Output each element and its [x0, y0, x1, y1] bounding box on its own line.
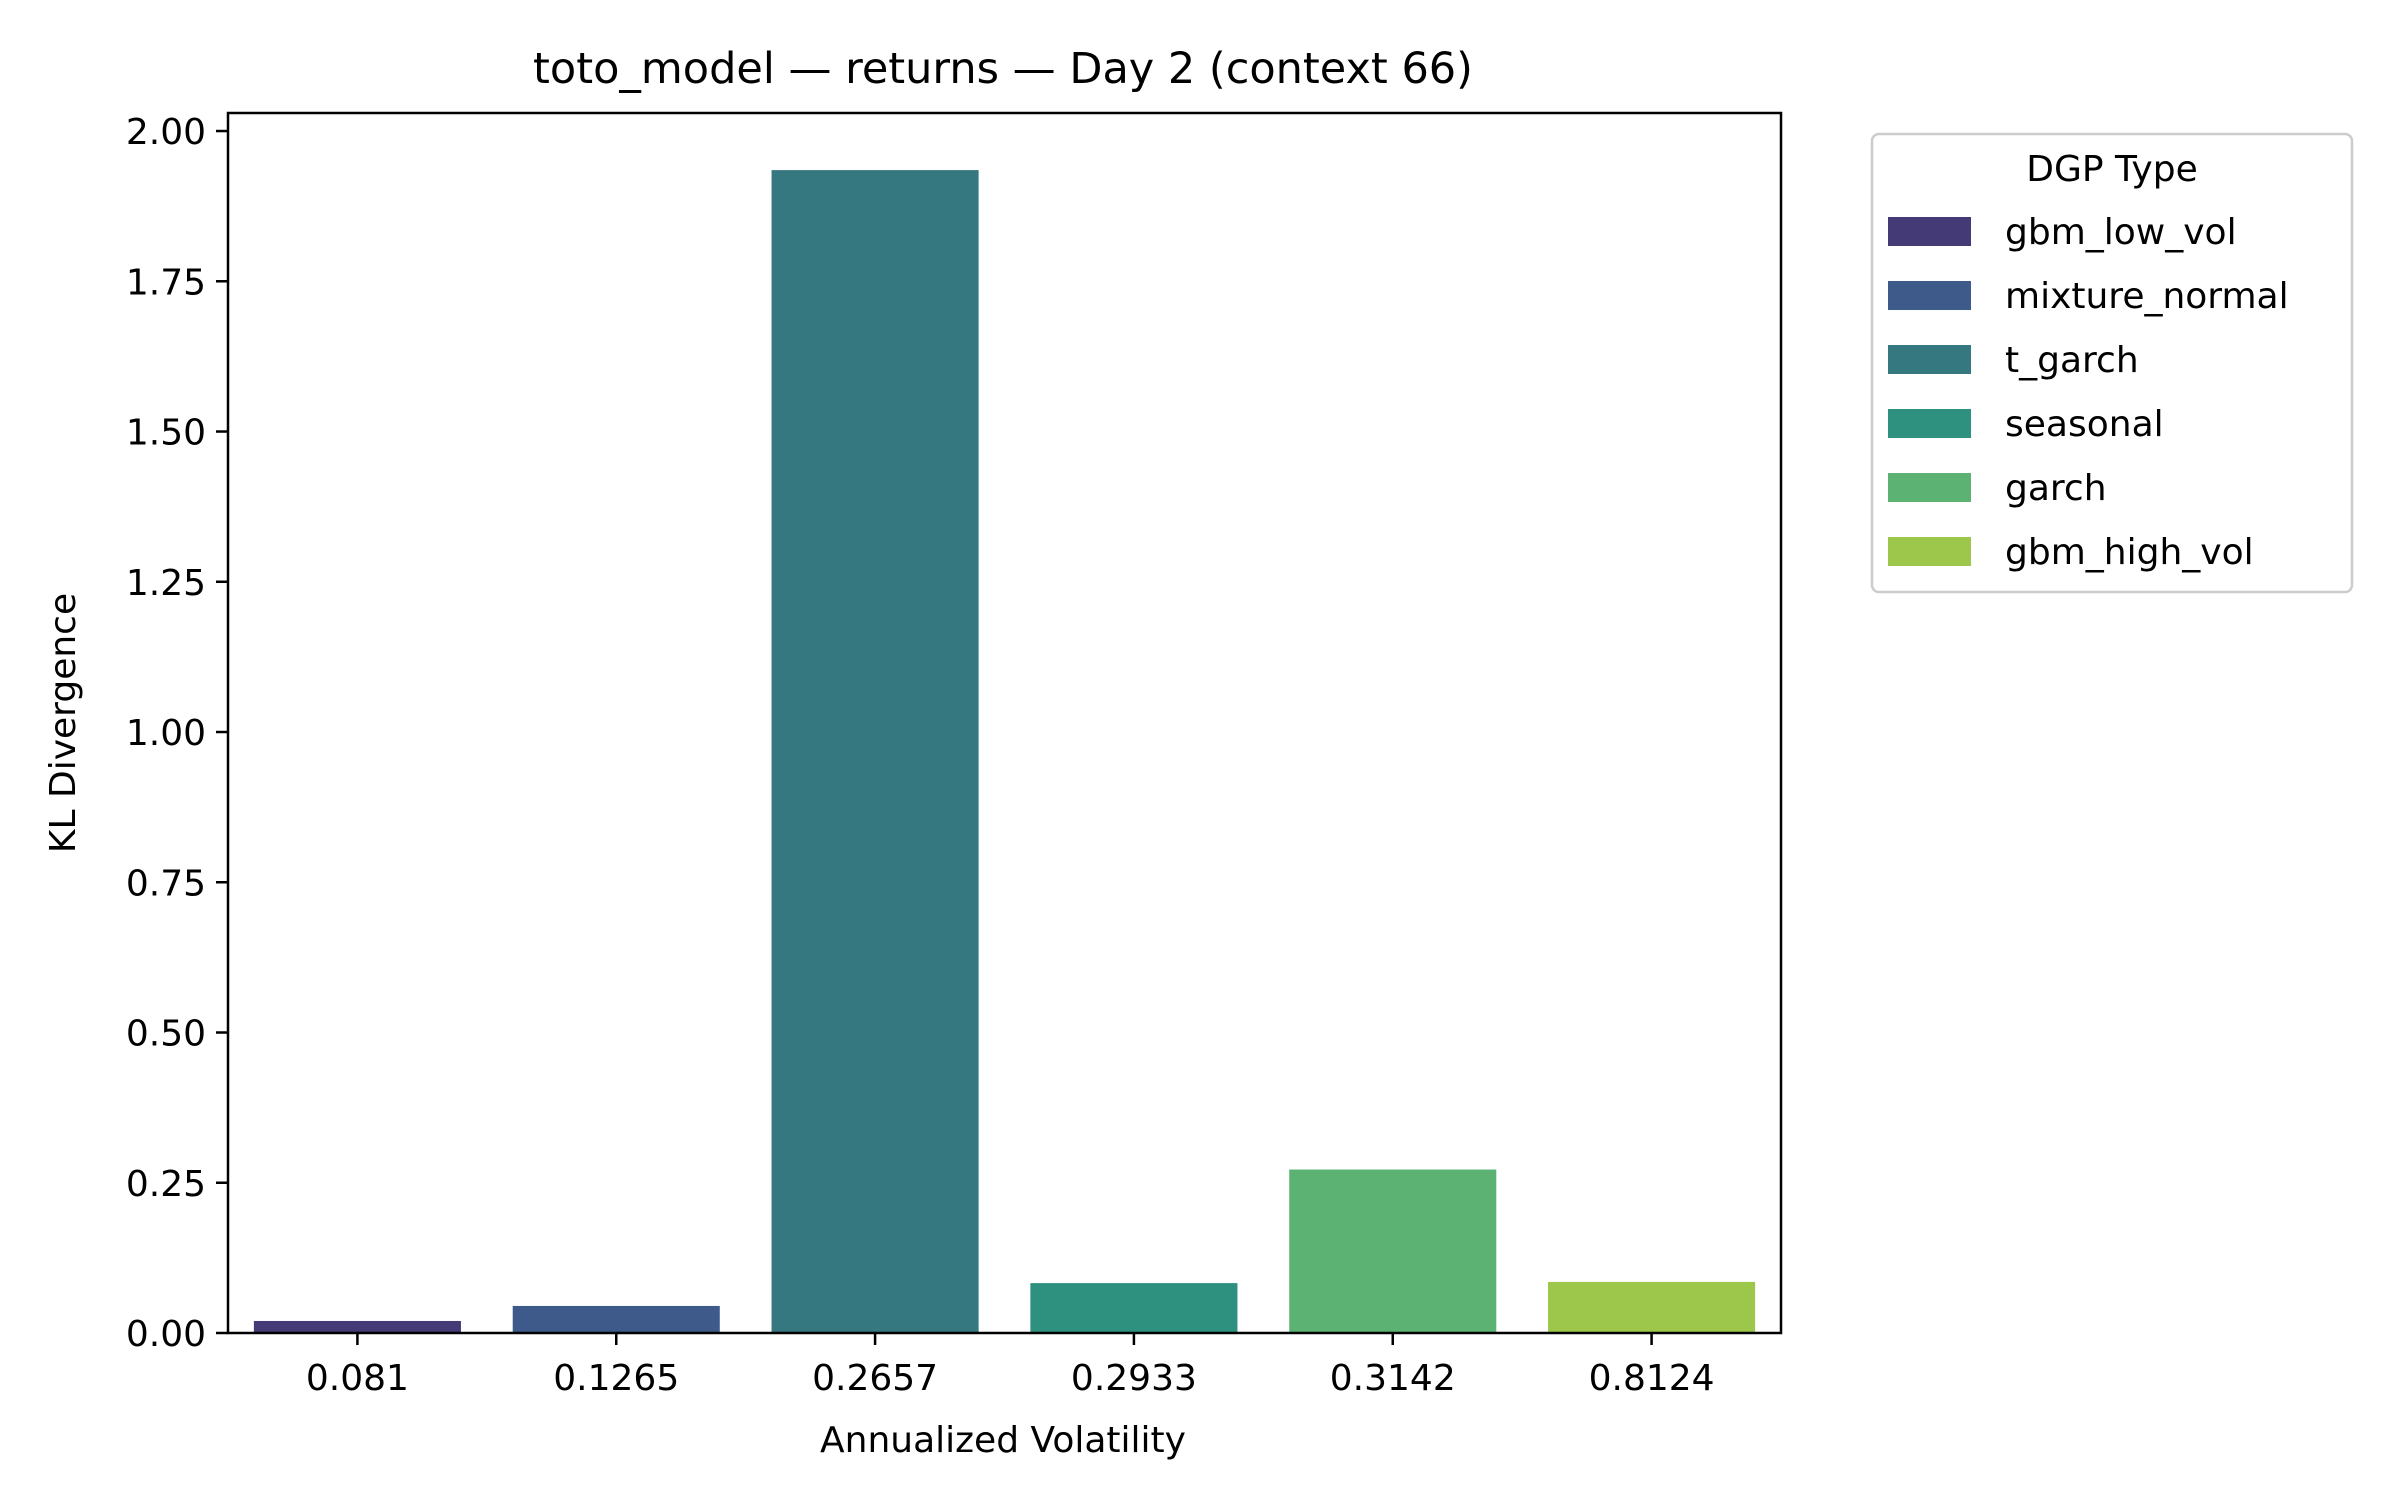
bar-gbm_low_vol: [253, 1320, 461, 1333]
bar-seasonal: [1030, 1283, 1238, 1333]
bar-gbm_high_vol: [1548, 1281, 1756, 1333]
legend-swatch-t_garch: [1888, 345, 1971, 374]
x-axis-ticks: 0.081 0.1265 0.2657 0.2933 0.3142 0.8124: [306, 1333, 1715, 1399]
y-tick-label: 0.00: [126, 1314, 206, 1355]
legend-title: DGP Type: [2026, 149, 2197, 190]
axes-frame: [226, 111, 1783, 1335]
x-tick-label: 0.3142: [1330, 1358, 1456, 1399]
y-tick-label: 1.75: [126, 262, 206, 303]
legend-swatch-seasonal: [1888, 409, 1971, 438]
legend: DGP Type gbm_low_vol mixture_normal t_garc…: [1870, 132, 2354, 594]
y-tick-label: 1.00: [126, 713, 206, 754]
bar-garch: [1289, 1169, 1497, 1333]
x-tick-label: 0.8124: [1589, 1358, 1715, 1399]
y-axis-label: KL Divergence: [43, 593, 84, 853]
plot-area: [253, 170, 1756, 1333]
y-tick-label: 0.50: [126, 1014, 206, 1055]
y-tick-label: 0.75: [126, 863, 206, 904]
legend-frame: [1870, 132, 2354, 594]
legend-swatch-mixture_normal: [1888, 281, 1971, 310]
y-tick-label: 2.00: [126, 112, 206, 153]
x-tick-label: 0.1265: [553, 1358, 679, 1399]
legend-label-gbm_low_vol: gbm_low_vol: [2005, 212, 2237, 253]
legend-label-garch: garch: [2005, 468, 2107, 509]
legend-label-t_garch: t_garch: [2005, 340, 2139, 381]
legend-label-gbm_high_vol: gbm_high_vol: [2005, 532, 2254, 573]
legend-label-seasonal: seasonal: [2005, 404, 2164, 445]
y-tick-label: 0.25: [126, 1164, 206, 1205]
y-tick-label: 1.25: [126, 563, 206, 604]
x-tick-label: 0.2657: [812, 1358, 938, 1399]
x-tick-label: 0.081: [306, 1358, 409, 1399]
x-axis-label: Annualized Volatility: [820, 1420, 1186, 1461]
bar-t_garch: [771, 170, 979, 1333]
legend-swatch-gbm_low_vol: [1888, 217, 1971, 246]
legend-swatch-gbm_high_vol: [1888, 537, 1971, 566]
bar-mixture_normal: [512, 1305, 720, 1333]
chart-title: toto_model — returns — Day 2 (context 66…: [533, 44, 1473, 94]
legend-swatch-garch: [1888, 473, 1971, 502]
legend-label-mixture_normal: mixture_normal: [2005, 276, 2289, 317]
legend-entries: gbm_low_vol mixture_normal t_garch seasonal…: [1888, 212, 2289, 573]
y-axis-ticks: 0.00 0.25 0.50 0.75 1.00 1.25 1.50 1.75 2.00: [126, 112, 228, 1355]
x-tick-label: 0.2933: [1071, 1358, 1197, 1399]
y-tick-label: 1.50: [126, 413, 206, 454]
